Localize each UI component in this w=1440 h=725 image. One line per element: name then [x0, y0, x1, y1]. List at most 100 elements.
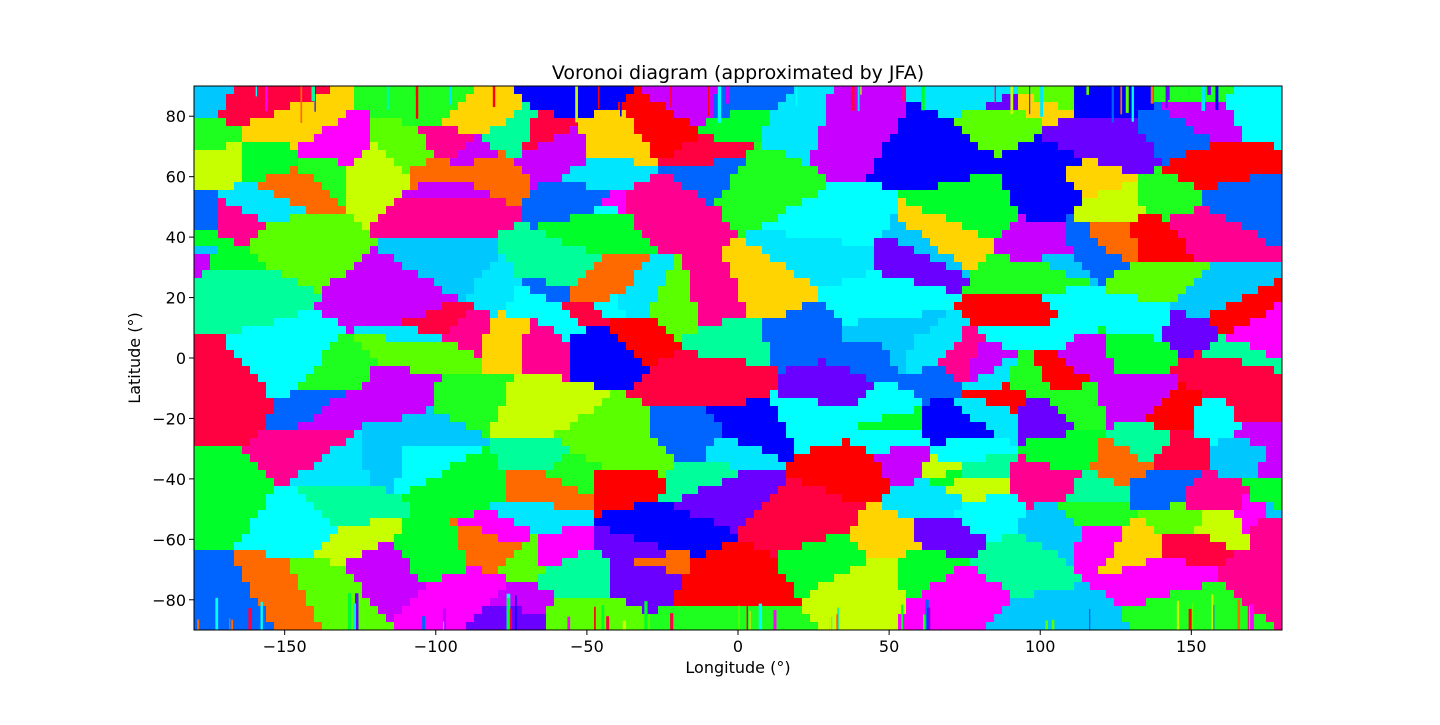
voronoi-cell [1018, 190, 1027, 199]
voronoi-cell [538, 206, 547, 215]
voronoi-cell [778, 342, 787, 351]
voronoi-cell [338, 254, 347, 263]
voronoi-cell [346, 302, 355, 311]
voronoi-cell [202, 374, 211, 383]
voronoi-cell [682, 286, 691, 295]
voronoi-cell [1042, 358, 1051, 367]
voronoi-cell [346, 198, 355, 207]
voronoi-cell [306, 270, 315, 279]
voronoi-cell [1194, 278, 1203, 287]
voronoi-cell [1274, 238, 1282, 247]
voronoi-cell [418, 278, 427, 287]
voronoi-cell [242, 278, 251, 287]
voronoi-cell [338, 158, 347, 167]
voronoi-cell [1274, 350, 1282, 359]
voronoi-cell [914, 166, 923, 175]
voronoi-cell [250, 118, 259, 127]
voronoi-cell [586, 334, 595, 343]
voronoi-cell [578, 118, 587, 127]
voronoi-cell [338, 318, 347, 327]
voronoi-cell [938, 182, 947, 191]
voronoi-cell [786, 342, 795, 351]
voronoi-cell [578, 230, 587, 239]
voronoi-cell [362, 230, 371, 239]
voronoi-cell [410, 142, 419, 151]
voronoi-cell [642, 134, 651, 143]
voronoi-cell [706, 110, 715, 119]
voronoi-cell [698, 318, 707, 327]
voronoi-cell [1130, 262, 1139, 271]
voronoi-cell [642, 222, 651, 231]
voronoi-cell [226, 302, 235, 311]
voronoi-cell [1074, 230, 1083, 239]
voronoi-cell [858, 206, 867, 215]
voronoi-cell [1074, 366, 1083, 375]
voronoi-cell [266, 118, 275, 127]
voronoi-cell [834, 158, 843, 167]
voronoi-cell [922, 342, 931, 351]
voronoi-cell [634, 302, 643, 311]
voronoi-cell [1122, 326, 1131, 335]
voronoi-cell [1274, 262, 1282, 271]
voronoi-cell [786, 238, 795, 247]
voronoi-cell [1010, 198, 1019, 207]
voronoi-cell [530, 214, 539, 223]
voronoi-cell [258, 198, 267, 207]
voronoi-cell [1154, 102, 1163, 111]
voronoi-cell [586, 278, 595, 287]
voronoi-cell [1130, 198, 1139, 207]
voronoi-cell [922, 286, 931, 295]
voronoi-cell [1146, 182, 1155, 191]
voronoi-cell [818, 110, 827, 119]
voronoi-cell [466, 246, 475, 255]
voronoi-cell [714, 222, 723, 231]
voronoi-cell [1210, 238, 1219, 247]
voronoi-cell [362, 318, 371, 327]
voronoi-cell [786, 134, 795, 143]
voronoi-cell [802, 358, 811, 367]
voronoi-cell [602, 238, 611, 247]
voronoi-cell [858, 310, 867, 319]
voronoi-cell [770, 102, 779, 111]
voronoi-cell [466, 158, 475, 167]
voronoi-cell [546, 190, 555, 199]
voronoi-cell [826, 358, 835, 367]
voronoi-cell [514, 278, 523, 287]
voronoi-cell [682, 110, 691, 119]
voronoi-cell [242, 374, 251, 383]
voronoi-cell [522, 182, 531, 191]
voronoi-cell [234, 334, 243, 343]
voronoi-cell [834, 238, 843, 247]
voronoi-cell [282, 158, 291, 167]
voronoi-cell [866, 142, 875, 151]
voronoi-cell [402, 366, 411, 375]
voronoi-cell [514, 86, 523, 95]
voronoi-cell [538, 198, 547, 207]
voronoi-cell [946, 126, 955, 135]
voronoi-cell [1122, 118, 1131, 127]
voronoi-cell [1154, 86, 1163, 95]
voronoi-cell [858, 302, 867, 311]
voronoi-cell [618, 262, 627, 271]
voronoi-cell [1010, 326, 1019, 335]
voronoi-cell [242, 342, 251, 351]
voronoi-cell [706, 182, 715, 191]
voronoi-cell [778, 94, 787, 103]
voronoi-cell [1018, 270, 1027, 279]
voronoi-cell [690, 310, 699, 319]
voronoi-cell [314, 174, 323, 183]
voronoi-cell [818, 310, 827, 319]
voronoi-cell [906, 254, 915, 263]
voronoi-cell [994, 310, 1003, 319]
voronoi-cell [962, 206, 971, 215]
voronoi-cell [706, 254, 715, 263]
voronoi-cell [378, 246, 387, 255]
voronoi-cell [1226, 142, 1235, 151]
voronoi-cell [1234, 110, 1243, 119]
voronoi-cell [330, 190, 339, 199]
voronoi-cell [1178, 110, 1187, 119]
voronoi-cell [1130, 102, 1139, 111]
voronoi-cell [1026, 118, 1035, 127]
voronoi-cell [762, 166, 771, 175]
voronoi-cell [538, 142, 547, 151]
